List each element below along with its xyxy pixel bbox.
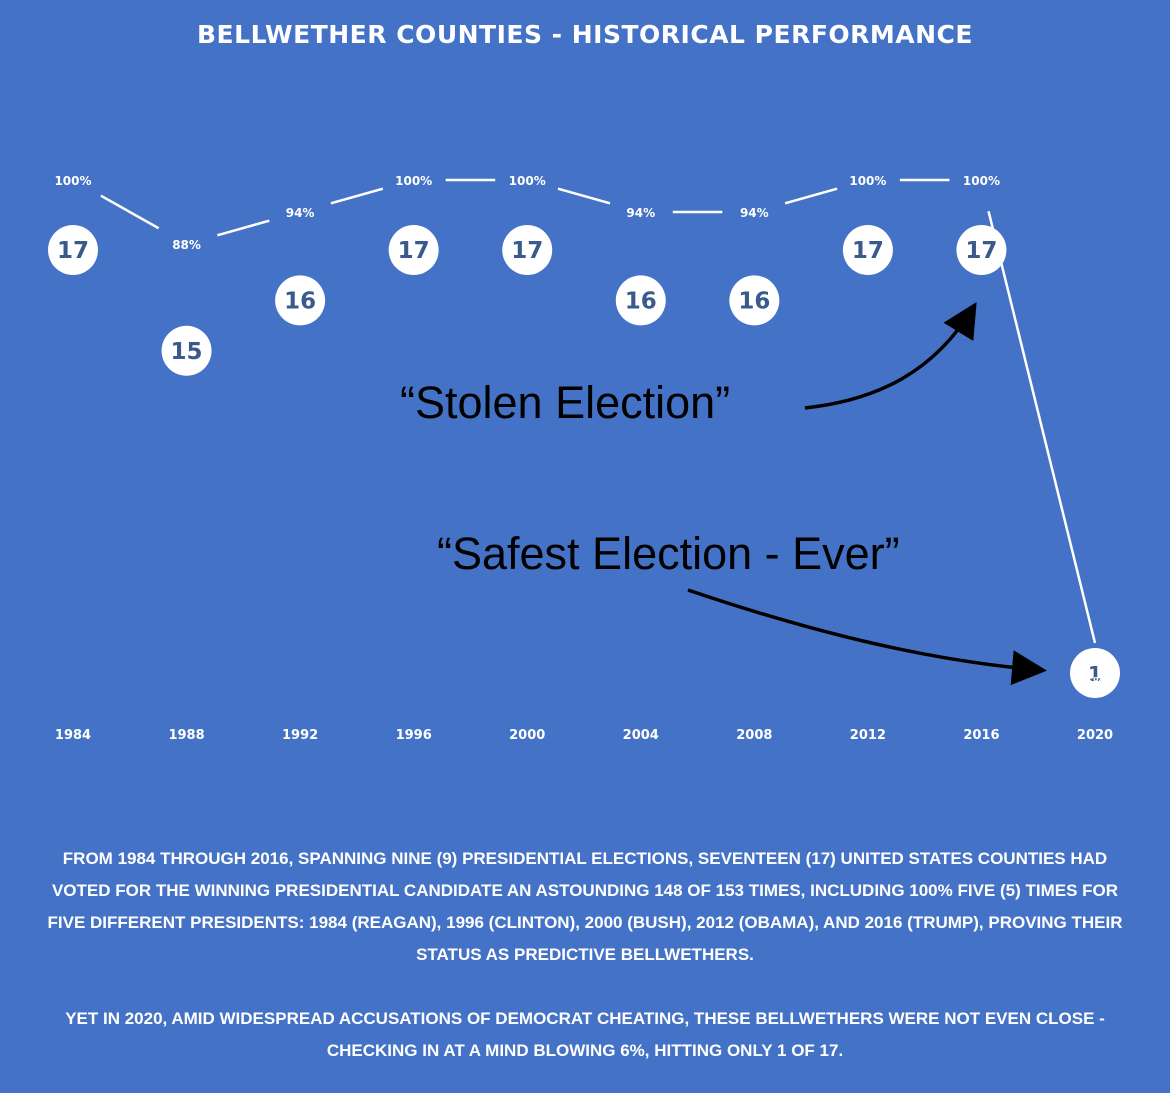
line-segment-2016-2020 [987, 210, 1097, 644]
count-label-2016: 17 [965, 238, 997, 264]
count-label-2004: 16 [625, 288, 657, 314]
x-tick-1996: 1996 [396, 728, 432, 743]
percent-label-2008: 94% [740, 206, 769, 220]
x-tick-2012: 2012 [850, 728, 886, 743]
x-tick-1988: 1988 [168, 728, 204, 743]
percent-label-1984: 100% [54, 174, 91, 188]
count-label-1984: 17 [57, 238, 89, 264]
data-point-2020 [1070, 648, 1120, 698]
count-label-1992: 16 [284, 288, 316, 314]
safest-election-arrow [687, 588, 1047, 686]
data-point-2016 [956, 225, 1007, 275]
x-tick-2000: 2000 [509, 728, 545, 743]
percent-label-2000: 100% [509, 174, 546, 188]
percent-label-2012: 100% [849, 174, 886, 188]
line-segment-2008-2012 [784, 187, 838, 205]
annotation-stolen-election: “Stolen Election” [400, 377, 730, 428]
data-point-2008 [729, 275, 780, 326]
count-label-2000: 17 [511, 238, 543, 264]
line-segment-1988-1992 [217, 219, 270, 237]
footer-paragraph-2: YET IN 2020, AMID WIDESPREAD ACCUSATIONS… [65, 1009, 1105, 1060]
x-tick-1992: 1992 [282, 728, 318, 743]
x-tick-2008: 2008 [736, 728, 772, 743]
annotation-safest-election: “Safest Election - Ever” [437, 528, 900, 579]
x-tick-2004: 2004 [623, 728, 659, 743]
chart-plot: 17 15 16 17 17 16 16 17 17 1 100% 88% 94% 100% 100% 94… [48, 174, 1120, 743]
percent-label-2020: 6% [1085, 675, 1105, 689]
count-label-2012: 17 [852, 238, 884, 264]
data-point-1992 [275, 275, 326, 326]
data-point-1996 [388, 225, 439, 275]
footer-paragraph-1: FROM 1984 THROUGH 2016, SPANNING NINE (9… [47, 849, 1123, 964]
chart-title: BELLWETHER COUNTIES - HISTORICAL PERFORM… [197, 20, 973, 49]
data-point-1988 [161, 325, 212, 376]
line-segment-1992-1996 [330, 187, 384, 205]
x-tick-2016: 2016 [963, 728, 999, 743]
line-segment-2000-2004 [557, 187, 611, 205]
count-label-1988: 15 [171, 339, 203, 365]
percent-label-1996: 100% [395, 174, 432, 188]
data-point-2004 [615, 275, 666, 326]
stolen-election-arrow [804, 302, 977, 410]
count-label-2020: 1 [1088, 662, 1102, 686]
data-point-2012 [842, 225, 893, 275]
count-label-2008: 16 [738, 288, 770, 314]
data-point-1984 [48, 225, 98, 275]
data-point-2000 [502, 225, 553, 275]
line-segment-1984-1988 [100, 194, 160, 230]
percent-label-2004: 94% [626, 206, 655, 220]
count-label-1996: 17 [398, 238, 430, 264]
percent-label-1988: 88% [172, 238, 201, 252]
x-tick-1984: 1984 [55, 728, 91, 743]
percent-label-2016: 100% [963, 174, 1000, 188]
x-tick-2020: 2020 [1077, 728, 1113, 743]
percent-label-1992: 94% [286, 206, 315, 220]
